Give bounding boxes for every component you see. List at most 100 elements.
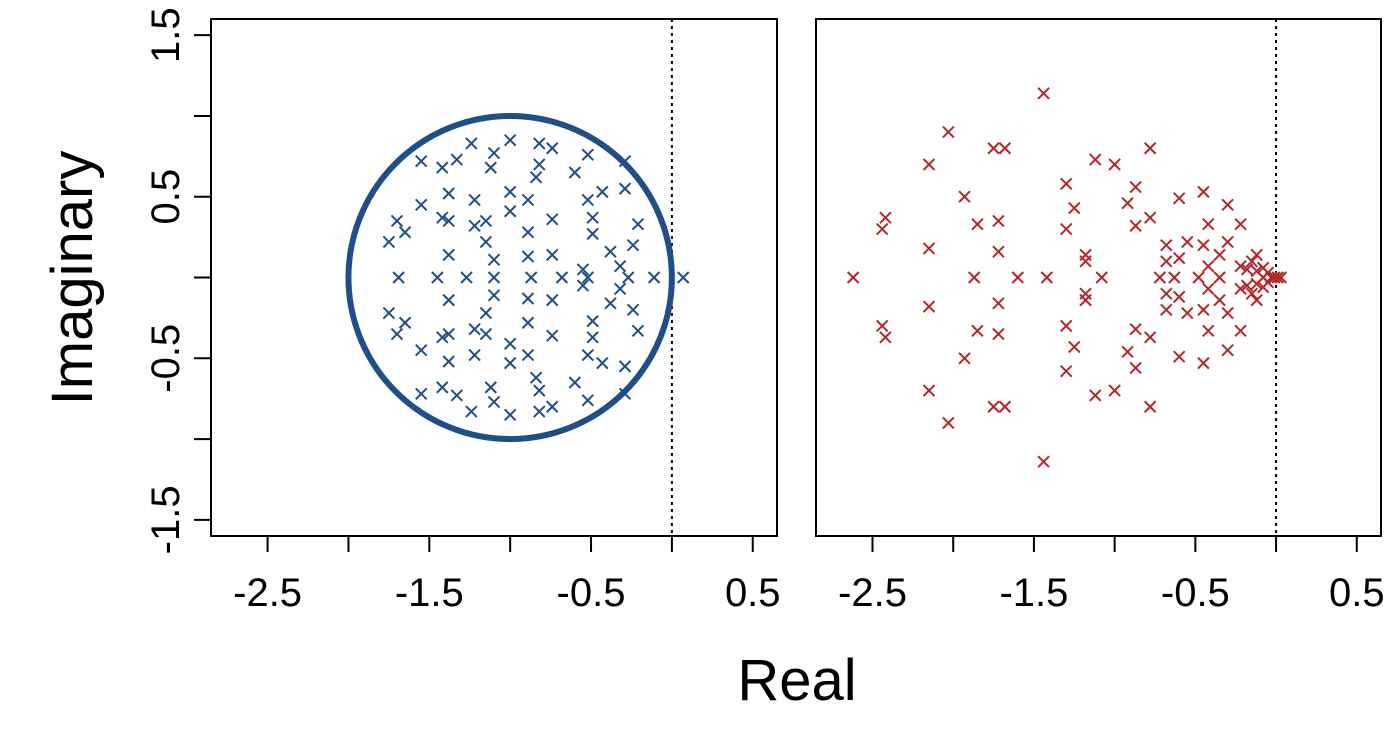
y-axis: -1.5 -0.5 0.5 1.5 [144,7,211,554]
data-point [626,303,640,317]
data-point [382,306,396,320]
data-point [922,300,936,313]
data-point [1245,255,1259,268]
data-point [879,331,892,344]
data-point [1274,271,1288,284]
data-point [468,193,481,207]
data-point [1250,248,1263,262]
x-axis-title: Real [737,648,856,713]
data-point [1068,201,1081,215]
data-point [484,381,497,394]
x-tick-label: 0.5 [1329,571,1385,615]
data-point [465,405,478,418]
data-point [1153,271,1167,284]
data-point [533,158,546,171]
data-point [1197,185,1210,199]
data-point [618,182,632,195]
data-point [1202,259,1215,273]
data-point [958,190,971,203]
data-point [1089,389,1102,402]
data-point [1060,177,1073,191]
data-point [613,282,627,296]
data-point [1197,356,1210,370]
data-point [546,293,559,307]
data-point [581,271,595,284]
x-tick-label: -1.5 [999,571,1068,615]
data-point [586,331,599,344]
data-point [487,146,501,160]
data-point [529,171,543,184]
data-point [503,205,517,218]
data-point [487,253,501,266]
data-point [992,297,1005,310]
data-point [1079,293,1092,307]
data-point [631,217,645,231]
data-point [1240,279,1254,292]
data-point [546,400,559,413]
data-point [1040,271,1054,284]
data-point [521,316,535,329]
data-point [1173,290,1186,304]
x-tick-label: -0.5 [557,571,626,615]
data-point [1108,158,1121,171]
data-point [1221,198,1234,212]
data-point [1202,282,1215,296]
data-point [533,405,546,418]
data-point [987,142,1000,155]
data-point [992,214,1005,228]
data-point [875,222,889,236]
data-point [521,250,535,263]
data-point [442,355,455,368]
data-point [922,242,936,255]
data-point [1089,153,1102,166]
data-point [1221,306,1234,320]
data-point [1060,364,1073,378]
data-point [487,271,501,284]
data-point [487,289,501,302]
left-panel: -2.5 -1.5 -0.5 0.5 [210,18,781,615]
data-point [1250,293,1263,307]
data-point [468,348,481,362]
data-point [479,235,493,249]
data-point [1168,271,1181,284]
data-point [546,329,559,342]
data-point [1271,271,1284,284]
data-point [1060,222,1073,236]
data-point [1213,248,1226,262]
data-point [942,125,955,139]
data-point [676,271,690,284]
plot-frame [815,18,1382,537]
data-point [436,161,449,174]
data-point [1181,306,1194,320]
data-point [1245,287,1259,300]
data-point [604,245,617,258]
data-point [942,416,955,430]
data-point [1129,219,1142,233]
data-point [1011,271,1024,284]
y-axis-title: Imaginary [40,151,105,406]
data-point [503,133,517,147]
data-point [586,314,599,328]
data-point [1213,293,1226,307]
data-point [546,213,559,226]
data-point [468,219,481,233]
data-point [521,292,535,305]
data-point [586,211,599,224]
data-point [958,352,971,365]
data-point [1108,384,1121,397]
data-point [998,142,1012,155]
data-point [879,211,892,224]
data-point [1173,251,1186,265]
data-point [1173,350,1186,363]
data-point [596,185,609,199]
data-point [1129,361,1142,375]
data-point [568,166,582,179]
data-point [1160,303,1173,317]
data-point [922,158,936,171]
data-point [521,226,535,239]
data-point [546,248,559,262]
data-point [529,371,543,384]
y-tick-label: -1.5 [144,485,188,554]
data-point [436,331,449,344]
